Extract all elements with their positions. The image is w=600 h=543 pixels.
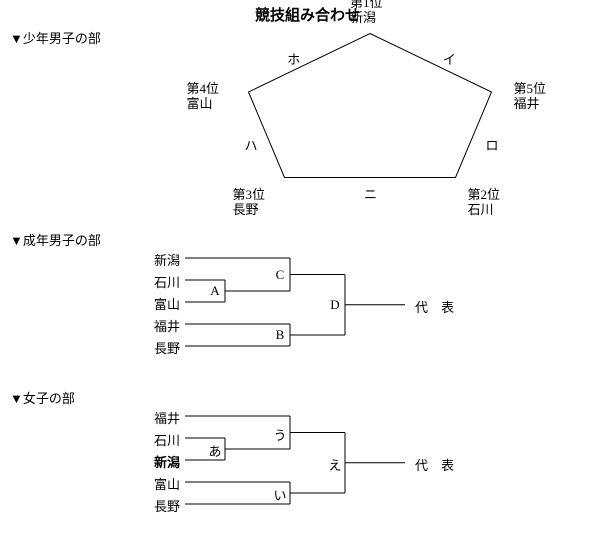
bracket-lines <box>0 0 600 543</box>
bracket-result: 代 表 <box>415 455 454 474</box>
bracket-node-A: あ <box>205 441 225 460</box>
bracket-node-C: う <box>270 425 290 444</box>
bracket-node-D: え <box>325 455 345 474</box>
bracket-node-B: い <box>270 485 290 504</box>
